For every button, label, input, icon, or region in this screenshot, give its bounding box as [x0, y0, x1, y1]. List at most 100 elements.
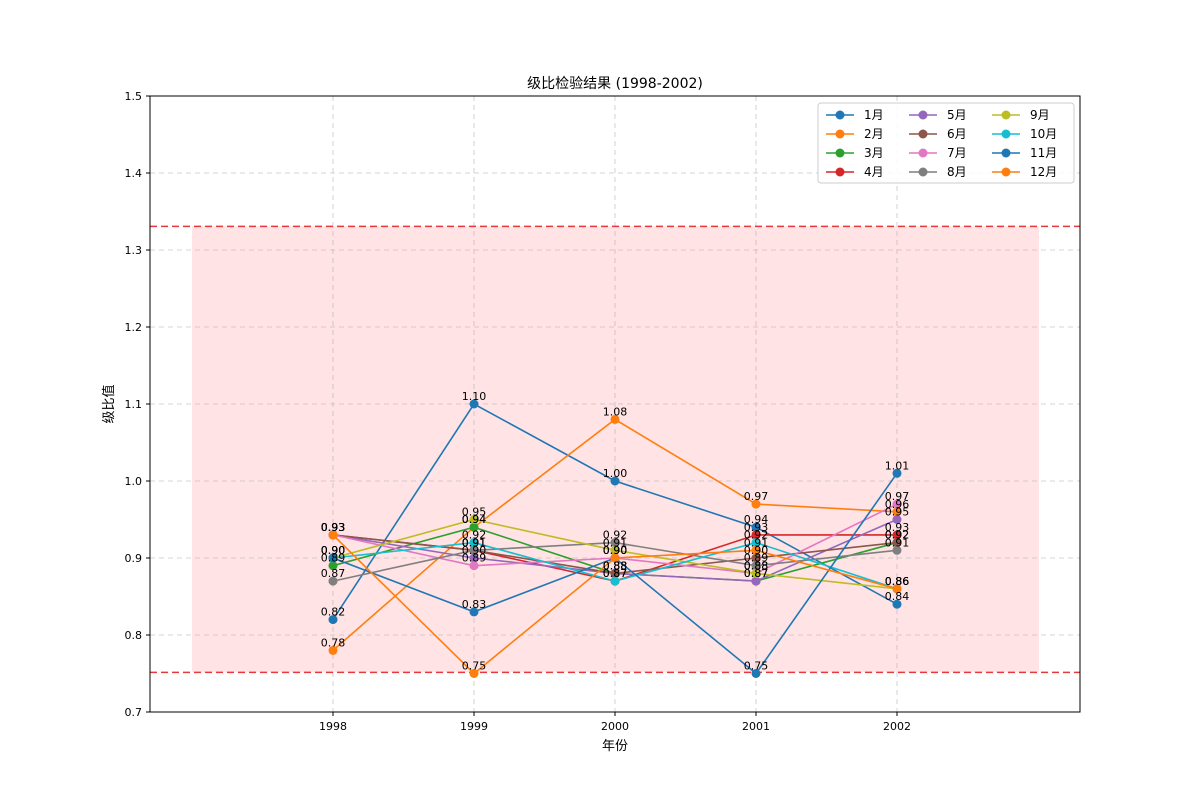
data-point: [610, 553, 620, 563]
data-label: 0.89: [744, 552, 769, 565]
y-tick-label: 1.4: [125, 167, 143, 180]
legend-label: 8月: [947, 165, 967, 179]
legend-label: 9月: [1030, 108, 1050, 122]
data-label: 0.75: [744, 660, 769, 673]
acceptance-band: [192, 226, 1039, 673]
y-axis-label: 级比值: [101, 384, 117, 423]
data-label: 0.88: [603, 559, 628, 572]
data-label: 0.87: [744, 567, 769, 580]
legend-label: 2月: [864, 127, 884, 141]
data-label: 0.94: [462, 513, 487, 526]
legend-swatch-marker: [835, 148, 845, 158]
legend-swatch-marker: [1001, 129, 1011, 139]
data-point: [892, 584, 902, 594]
data-label: 0.87: [321, 567, 346, 580]
data-label: 0.93: [321, 521, 346, 534]
legend-label: 11月: [1030, 146, 1057, 160]
data-point: [751, 538, 761, 548]
legend: 1月 2月 3月 4月 5月 6月 7月 8月 9月 10月 11月 12月: [817, 102, 1075, 184]
data-label: 1.08: [603, 405, 628, 418]
data-label: 1.10: [462, 390, 487, 403]
data-point: [892, 515, 902, 524]
data-label: 0.91: [603, 536, 628, 549]
legend-label: 3月: [864, 146, 884, 160]
data-label: 0.90: [321, 544, 346, 557]
y-tick-label: 1.3: [125, 244, 143, 257]
data-label: 0.87: [603, 567, 628, 580]
x-tick-label: 2001: [742, 720, 770, 733]
legend-swatch-marker: [835, 129, 845, 139]
legend-swatch-marker: [1001, 110, 1011, 120]
data-label: 0.88: [744, 559, 769, 572]
data-label: 0.75: [462, 660, 487, 673]
legend-swatch-marker: [918, 167, 928, 177]
data-label: 0.90: [603, 544, 628, 557]
data-point: [751, 553, 761, 563]
legend-swatch-marker: [1001, 148, 1011, 158]
data-label: 0.97: [744, 490, 769, 503]
data-label: 0.90: [462, 544, 487, 557]
data-point: [610, 476, 620, 486]
data-label: 0.95: [462, 506, 487, 519]
legend-label: 5月: [947, 108, 967, 122]
data-point: [328, 615, 338, 625]
data-label: 0.88: [603, 559, 628, 572]
legend-swatch-marker: [835, 110, 845, 120]
data-point: [892, 507, 902, 517]
chart-title: 级比检验结果 (1998-2002): [527, 76, 703, 92]
x-tick-label: 2000: [601, 720, 629, 733]
data-point: [751, 568, 761, 578]
data-point: [469, 545, 479, 555]
data-label: 0.93: [321, 521, 346, 534]
data-label: 0.91: [885, 536, 910, 549]
data-point: [328, 561, 338, 571]
data-label: 0.91: [462, 536, 487, 549]
data-point: [469, 553, 479, 563]
data-label: 1.00: [603, 467, 628, 480]
data-label: 0.83: [462, 598, 487, 611]
data-point: [610, 414, 620, 424]
data-label: 0.86: [885, 575, 910, 588]
data-point: [469, 561, 479, 571]
data-point: [892, 499, 902, 509]
data-point: [469, 669, 479, 678]
data-label: 0.90: [603, 544, 628, 557]
data-label: 0.91: [462, 536, 487, 549]
legend-swatch-marker: [918, 129, 928, 139]
data-point: [751, 576, 761, 586]
y-tick-label: 1.1: [125, 398, 143, 411]
legend-swatch-marker: [835, 167, 845, 177]
data-label: 0.91: [462, 536, 487, 549]
data-point: [469, 538, 479, 548]
data-label: 0.86: [885, 575, 910, 588]
data-point: [610, 576, 620, 586]
data-label: 0.92: [885, 529, 910, 542]
data-label: 0.88: [744, 559, 769, 572]
x-tick-label: 1999: [460, 720, 488, 733]
y-tick-label: 0.7: [125, 706, 143, 719]
y-tick-label: 1.0: [125, 475, 143, 488]
y-tick-label: 0.8: [125, 629, 143, 642]
legend-label: 12月: [1030, 165, 1057, 179]
legend-label: 6月: [947, 127, 967, 141]
data-point: [892, 599, 902, 609]
data-label: 0.92: [744, 529, 769, 542]
legend-label: 4月: [864, 165, 884, 179]
data-point: [328, 553, 338, 563]
y-tick-label: 1.2: [125, 321, 143, 334]
data-point: [751, 499, 761, 509]
data-point: [469, 515, 479, 524]
data-label: 0.95: [885, 506, 910, 519]
legend-swatch-marker: [918, 148, 928, 158]
data-point: [328, 530, 338, 540]
data-label: 0.90: [321, 544, 346, 557]
data-point: [751, 522, 761, 532]
data-point: [328, 645, 338, 655]
data-label: 0.87: [603, 567, 628, 580]
data-label: 0.88: [603, 559, 628, 572]
data-label: 0.92: [603, 529, 628, 542]
data-point: [892, 545, 902, 555]
data-label: 0.93: [321, 521, 346, 534]
y-tick-label: 1.5: [125, 90, 143, 103]
